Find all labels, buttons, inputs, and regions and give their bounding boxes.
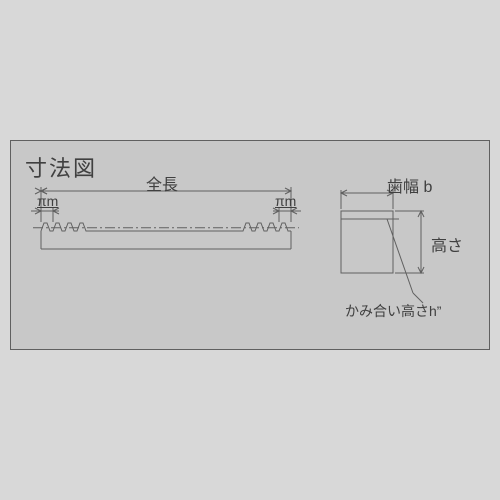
mesh-height-label: かみ合い高さh” [345,301,441,321]
tooth-width-label: 歯幅 b [387,173,432,197]
pitch-label-left: πm [37,193,58,209]
page: 寸法図 全長 πm πm 歯幅 b 高さ かみ合い高さh” [0,0,500,500]
rack-diagram [11,141,311,311]
height-label: 高さ [431,232,463,256]
diagram-frame: 寸法図 全長 πm πm 歯幅 b 高さ かみ合い高さh” [10,140,490,350]
pitch-label-right: πm [275,193,296,209]
overall-length-label: 全長 [146,171,178,195]
